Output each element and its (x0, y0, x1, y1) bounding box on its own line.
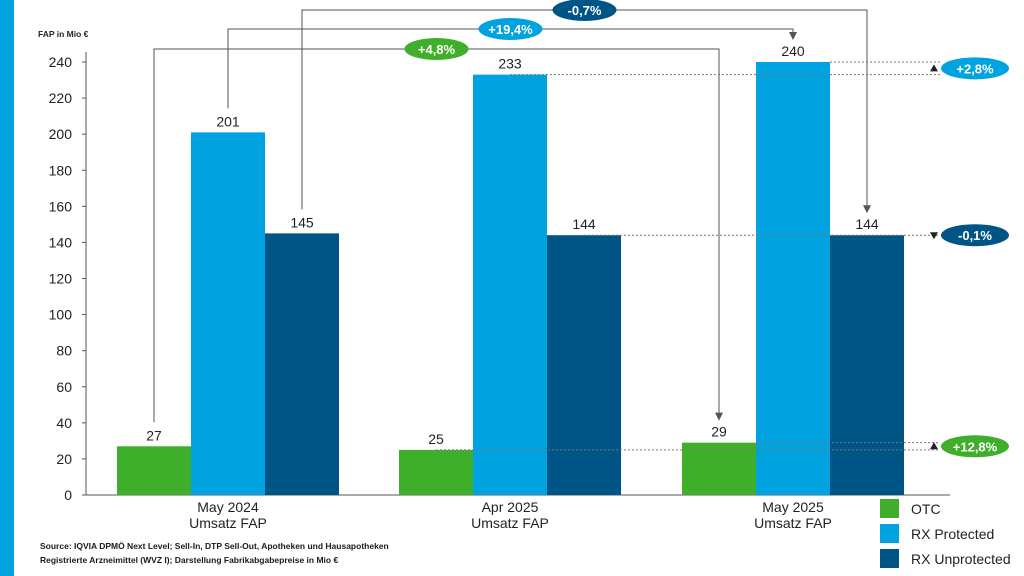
bar (117, 446, 191, 495)
y-tick-label: 60 (56, 379, 72, 395)
legend-swatch-rx-unprotected (880, 549, 899, 568)
data-label: 233 (498, 56, 522, 72)
y-tick-label: 40 (56, 415, 72, 431)
mom-arrow (930, 232, 938, 240)
source-line-1: Source: IQVIA DPMÖ Next Level; Sell-In, … (40, 541, 389, 551)
category-label-line2: Umsatz FAP (471, 515, 549, 531)
y-tick-label: 160 (49, 198, 73, 214)
mom-badge-label: -0,1% (958, 228, 992, 243)
yoy-badge (478, 18, 543, 40)
yoy-badge-label: +19,4% (488, 22, 533, 37)
y-axis-title: FAP in Mio € (38, 29, 89, 39)
y-tick-label: 80 (56, 343, 72, 359)
y-tick-label: 20 (56, 451, 72, 467)
bar (682, 442, 756, 495)
legend-label-rx-protected: RX Protected (911, 525, 995, 542)
legend-swatch-rx-protected (880, 524, 899, 543)
source-line-2: Registrierte Arzneimittel (WVZ I); Darst… (40, 555, 339, 565)
y-tick-label: 140 (49, 234, 73, 250)
bar (191, 132, 265, 496)
legend-label-otc: OTC (911, 500, 941, 517)
data-label: 145 (290, 214, 314, 230)
data-label: 144 (855, 216, 879, 232)
data-label: 201 (216, 113, 240, 129)
legend: OTC RX Protected RX Unprotected (880, 496, 1011, 571)
legend-label-rx-unprotected: RX Unprotected (911, 550, 1011, 567)
bar (547, 235, 621, 495)
yoy-badge-label: +4,8% (418, 42, 456, 57)
y-tick-label: 100 (49, 307, 73, 323)
data-label: 29 (711, 424, 727, 440)
bar (830, 235, 904, 495)
yoy-badge (404, 38, 469, 60)
y-tick-label: 0 (64, 487, 72, 503)
mom-badge (941, 57, 1009, 80)
y-tick-label: 120 (49, 271, 73, 287)
data-label: 144 (572, 216, 596, 232)
data-label: 240 (781, 43, 805, 59)
mom-badge (941, 224, 1009, 247)
bar (473, 74, 547, 496)
legend-item-rx-unprotected: RX Unprotected (880, 546, 1011, 571)
category-label-line2: Umsatz FAP (189, 515, 267, 531)
y-tick-label: 200 (49, 126, 73, 142)
bar (399, 449, 473, 495)
category-label-line1: May 2024 (197, 499, 259, 515)
y-tick-label: 240 (49, 54, 73, 70)
legend-item-rx-protected: RX Protected (880, 521, 1011, 546)
data-label: 27 (146, 427, 162, 443)
mom-arrow (930, 442, 938, 450)
y-tick-label: 220 (49, 90, 73, 106)
legend-swatch-otc (880, 499, 899, 518)
y-tick-label: 180 (49, 162, 73, 178)
bar (265, 233, 339, 496)
accent-bar (0, 0, 14, 576)
mom-badge-label: +2,8% (956, 61, 994, 76)
data-label: 25 (428, 431, 444, 447)
category-label-line1: Apr 2025 (482, 499, 539, 515)
mom-badge (941, 435, 1009, 458)
legend-item-otc: OTC (880, 496, 1011, 521)
yoy-badge-label: -0,7% (568, 3, 602, 18)
mom-arrow (930, 64, 938, 72)
bar (756, 62, 830, 495)
yoy-badge (552, 0, 617, 21)
category-label-line1: May 2025 (762, 499, 824, 515)
category-label-line2: Umsatz FAP (754, 515, 832, 531)
mom-badge-label: +12,8% (953, 439, 998, 454)
